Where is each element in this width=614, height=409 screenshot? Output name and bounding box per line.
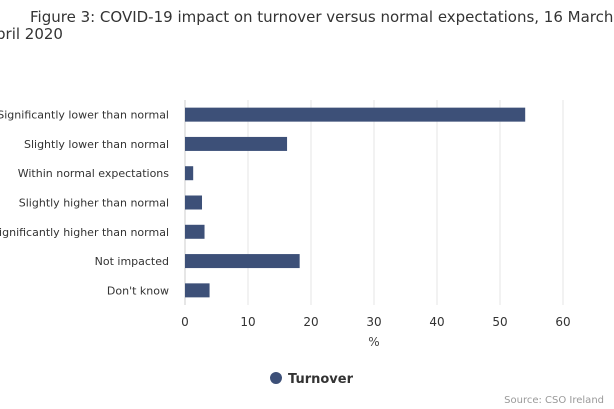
x-tick-label: 40 [429,315,444,329]
category-label: Significantly higher than normal [0,226,169,239]
category-label: Significantly lower than normal [0,109,169,122]
category-labels: Significantly lower than normal Slightly … [0,109,169,298]
category-label: Within normal expectations [18,167,170,180]
legend[interactable]: Turnover [270,372,354,387]
x-tick-label: 50 [492,315,507,329]
x-tick-label: 10 [240,315,255,329]
legend-swatch-turnover[interactable] [270,372,282,384]
bars [185,107,526,298]
category-label: Not impacted [95,255,169,268]
x-tick-label: 0 [181,315,189,329]
legend-label-turnover[interactable]: Turnover [288,372,354,387]
category-label: Slightly higher than normal [19,197,169,210]
bar[interactable] [185,224,205,239]
source-credit: Source: CSO Ireland [504,395,604,406]
x-tick-label: 30 [366,315,381,329]
bar[interactable] [185,195,203,210]
bar[interactable] [185,254,300,269]
chart-title-line-2: pril 2020 [0,25,63,43]
category-label: Slightly lower than normal [24,138,169,151]
gridlines [184,100,564,305]
x-axis-title: % [368,335,379,349]
chart-title: Figure 3: COVID-19 impact on turnover ve… [0,8,613,43]
x-tick-labels: 0 10 20 30 40 50 60 [181,315,570,329]
bar[interactable] [185,107,526,122]
bar[interactable] [185,283,210,298]
chart-title-line-1: Figure 3: COVID-19 impact on turnover ve… [30,8,613,26]
x-tick-label: 60 [555,315,570,329]
bar[interactable] [185,136,288,151]
bar[interactable] [185,166,194,181]
category-label: Don't know [107,284,169,297]
x-tick-label: 20 [303,315,318,329]
